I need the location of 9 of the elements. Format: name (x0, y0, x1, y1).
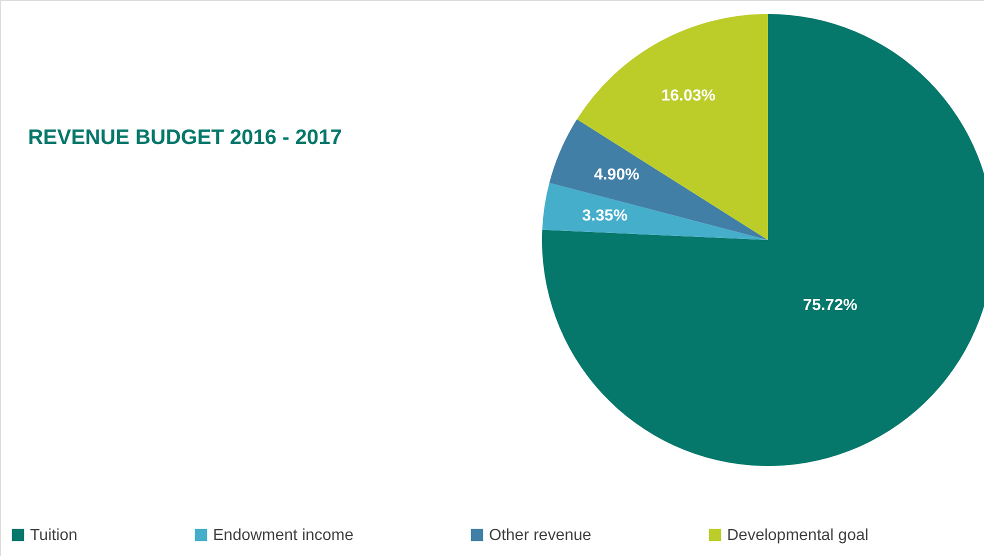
data-label: 4.90% (594, 166, 640, 184)
data-label: 16.03% (661, 87, 716, 104)
legend-label: Endowment income (213, 527, 354, 544)
legend-label: Other revenue (489, 527, 592, 544)
data-label: 75.72% (803, 297, 858, 314)
legend-label: Tuition (30, 527, 78, 544)
text: REVENUE BUDGET 2016 - 2017 (28, 126, 342, 149)
data-label: 3.35% (582, 207, 628, 224)
legend-label: Developmental goal (727, 527, 868, 544)
